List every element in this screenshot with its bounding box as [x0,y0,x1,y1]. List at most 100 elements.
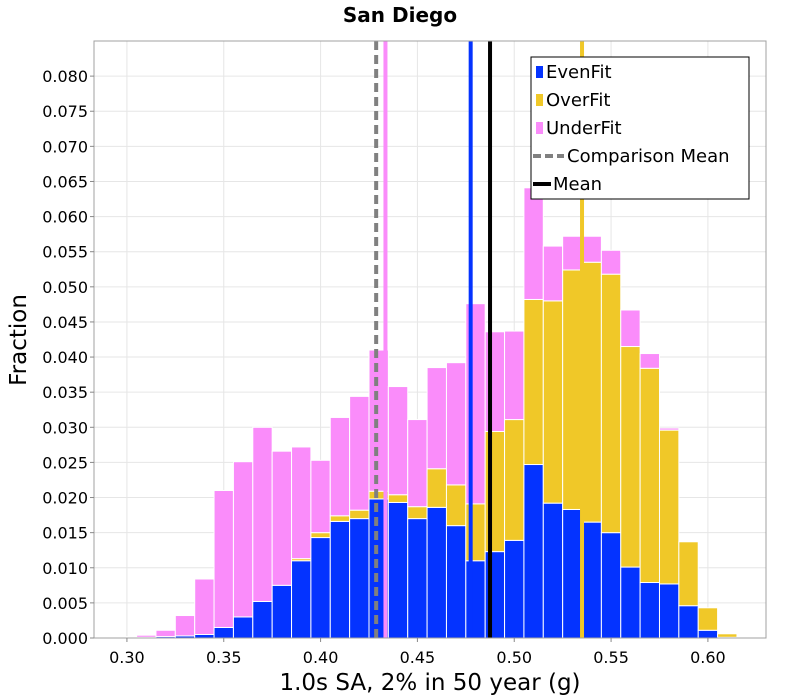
bar-underfit-0.51 [523,187,544,300]
bar-overfit-0.56 [620,346,641,568]
bar-overfit-0.42 [349,509,370,520]
legend-label: Comparison Mean [567,146,730,167]
bar-evenfit-0.60 [697,629,719,639]
y-tick-label: 0.070 [42,137,88,156]
bar-evenfit-0.58 [658,583,680,639]
legend-label: EvenFit [546,62,612,83]
bar-overfit-0.41 [329,515,351,522]
bar-underfit-0.42 [349,395,370,511]
bar-evenfit-0.34 [194,633,215,639]
y-tick-label: 0.000 [42,629,88,648]
bar-underfit-0.32 [155,629,176,638]
bar-overfit-0.57 [639,367,660,584]
y-tick-label: 0.025 [42,453,88,472]
legend: EvenFit OverFit UnderFit Comparison Mean Mea… [530,56,750,200]
bar-underfit-0.58 [658,427,680,431]
bar-evenfit-0.46 [426,506,447,639]
legend-label: OverFit [546,90,610,111]
bar-evenfit-0.50 [504,539,525,639]
y-tick-label: 0.045 [42,313,88,332]
bar-overfit-0.54 [581,261,602,523]
x-axis-label: 1.0s SA, 2% in 50 year (g) [279,670,580,696]
y-tick-label: 0.065 [42,172,88,191]
bar-underfit-0.36 [232,461,254,618]
y-tick-label: 0.060 [42,208,88,227]
bar-evenfit-0.55 [600,532,622,639]
bar-underfit-0.39 [291,446,312,560]
bar-underfit-0.30 [116,636,138,638]
y-tick-label: 0.055 [42,243,88,262]
x-tick-label: 0.30 [109,648,145,667]
bar-evenfit-0.51 [523,464,544,639]
bar-evenfit-0.36 [232,616,254,639]
bar-evenfit-0.44 [387,501,409,639]
plot-frame [93,40,767,639]
y-tick-label: 0.040 [42,348,88,367]
bar-underfit-0.56 [620,309,641,348]
bar-underfit-0.33 [174,615,196,637]
legend-label: Mean [553,174,602,195]
bar-overfit-0.53 [562,269,583,510]
y-tick-label: 0.030 [42,418,88,437]
bar-overfit-0.61 [717,633,738,638]
bar-overfit-0.52 [542,300,564,504]
bar-overfit-0.58 [658,429,680,585]
bar-underfit-0.45 [407,419,428,508]
y-tick-label: 0.005 [42,594,88,613]
x-tick-label: 0.45 [400,648,436,667]
bar-evenfit-0.54 [581,521,602,639]
x-tick-label: 0.55 [593,648,629,667]
bar-overfit-0.55 [600,273,622,534]
bar-underfit-0.37 [252,426,273,602]
bar-overfit-0.60 [697,607,719,631]
y-tick-label: 0.015 [42,524,88,543]
legend-box [530,56,750,200]
bar-underfit-0.41 [329,416,351,517]
bar-overfit-0.51 [523,298,544,466]
bar-evenfit-0.56 [620,566,641,639]
bar-evenfit-0.38 [271,584,293,639]
bar-evenfit-0.35 [213,626,234,639]
bar-overfit-0.50 [504,419,525,541]
bar-evenfit-0.52 [542,502,564,639]
y-tick-label: 0.075 [42,102,88,121]
bar-overfit-0.47 [445,484,467,527]
bar-overfit-0.45 [407,506,428,520]
bar-underfit-0.46 [426,367,447,470]
y-axis-label: Fraction [6,294,32,386]
y-tick-label: 0.080 [42,67,88,86]
y-tick-label: 0.010 [42,559,88,578]
bar-evenfit-0.40 [310,537,331,639]
bar-underfit-0.31 [136,634,157,638]
bar-evenfit-0.59 [678,605,699,639]
bar-evenfit-0.57 [639,582,660,639]
legend-swatch [536,94,543,106]
bar-evenfit-0.53 [562,508,583,639]
bar-underfit-0.47 [445,362,467,486]
bar-underfit-0.52 [542,245,564,302]
y-tick-label: 0.020 [42,489,88,508]
bar-underfit-0.35 [213,490,234,628]
bar-evenfit-0.37 [252,600,273,639]
histogram-bars [116,187,738,639]
x-tick-label: 0.50 [496,648,532,667]
bar-underfit-0.53 [562,235,583,271]
bar-evenfit-0.45 [407,518,428,639]
bar-overfit-0.46 [426,468,447,508]
y-tick-label: 0.035 [42,383,88,402]
bar-underfit-0.34 [194,578,215,635]
bar-overfit-0.44 [387,494,409,503]
bar-overfit-0.40 [310,532,331,539]
chart-title: San Diego [343,3,457,27]
legend-label: UnderFit [546,118,622,139]
legend-swatch [536,122,543,134]
bar-underfit-0.54 [581,235,602,263]
bar-evenfit-0.39 [291,560,312,639]
bar-overfit-0.59 [678,541,699,607]
axis-ticks: 0.000 0.005 0.010 0.015 0.020 0.025 0.030 0.035… [42,67,726,667]
bar-underfit-0.55 [600,249,622,275]
bar-underfit-0.40 [310,459,331,534]
bar-evenfit-0.47 [445,525,467,639]
bar-evenfit-0.42 [349,518,370,639]
